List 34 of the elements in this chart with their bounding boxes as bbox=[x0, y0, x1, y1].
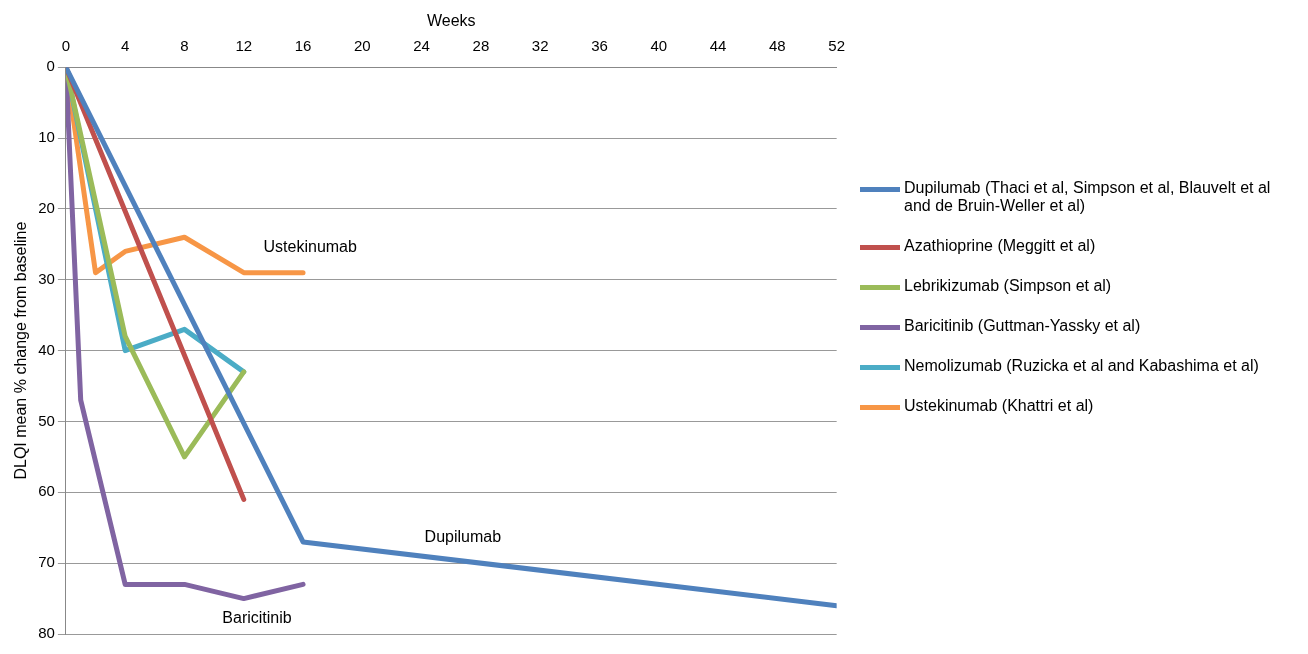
x-tick-label: 4 bbox=[121, 37, 130, 55]
legend-label: Lebrikizumab (Simpson et al) bbox=[904, 277, 1112, 295]
y-tick-label: 0 bbox=[46, 57, 55, 75]
x-tick-label: 16 bbox=[294, 37, 312, 55]
legend-label: Dupilumab (Thaci et al, Simpson et al, Blauvelt et al and de Bruin-Weller et al) bbox=[904, 179, 1272, 215]
x-tick-label: 8 bbox=[180, 37, 189, 55]
annotation: Dupilumab bbox=[424, 528, 502, 546]
x-tick-label: 32 bbox=[531, 37, 549, 55]
x-axis-title: Weeks bbox=[426, 12, 476, 30]
x-tick-label: 0 bbox=[61, 37, 71, 55]
x-tick-label: 36 bbox=[591, 37, 608, 55]
y-tick-label: 20 bbox=[38, 199, 55, 217]
annotation: Baricitinib bbox=[222, 608, 292, 626]
x-tick-label: 48 bbox=[769, 37, 786, 55]
x-tick-label: 40 bbox=[650, 37, 668, 55]
y-tick-label: 80 bbox=[38, 624, 55, 642]
y-tick-label: 30 bbox=[38, 269, 55, 287]
y-tick-label: 40 bbox=[38, 340, 55, 358]
annotation: Ustekinumab bbox=[263, 237, 358, 255]
y-tick-label: 50 bbox=[38, 411, 55, 429]
legend-label: Baricitinib (Guttman-Yassky et al) bbox=[904, 317, 1141, 335]
x-tick-label: 44 bbox=[709, 37, 727, 55]
legend-label: Azathioprine (Meggitt et al) bbox=[904, 237, 1096, 255]
x-tick-label: 28 bbox=[472, 37, 490, 55]
x-tick-label: 52 bbox=[828, 37, 845, 55]
y-tick-label: 70 bbox=[38, 553, 55, 571]
x-tick-label: 24 bbox=[413, 37, 430, 55]
y-tick-label: 10 bbox=[38, 128, 55, 146]
y-axis-title: DLQI mean % change from baseline bbox=[12, 221, 30, 480]
y-tick-label: 60 bbox=[38, 482, 55, 500]
legend-label: Ustekinumab (Khattri et al) bbox=[904, 397, 1094, 415]
legend-label: Nemolizumab (Ruzicka et al and Kabashima et al) bbox=[904, 357, 1259, 375]
x-tick-label: 12 bbox=[235, 37, 253, 55]
x-tick-label: 20 bbox=[353, 37, 371, 55]
